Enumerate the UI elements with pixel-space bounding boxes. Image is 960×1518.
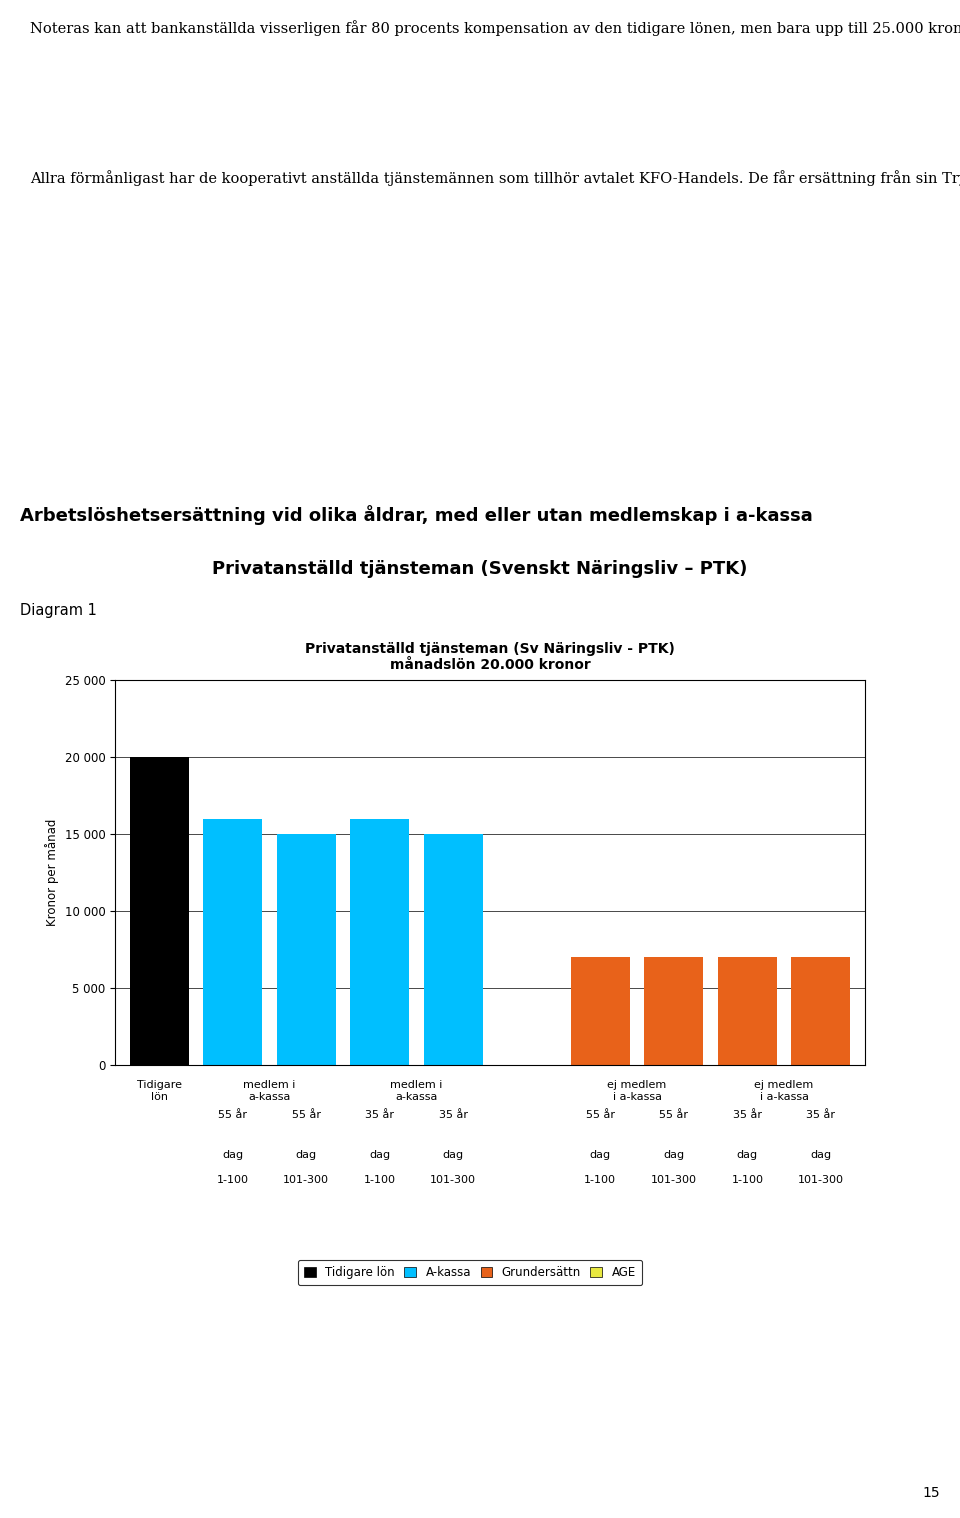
Bar <box>130 757 188 1066</box>
Bar <box>350 818 409 1066</box>
Text: dag: dag <box>663 1151 684 1160</box>
Text: 55 år: 55 år <box>292 1110 321 1120</box>
Text: 55 år: 55 år <box>586 1110 614 1120</box>
Text: Arbetslöshetsersättning vid olika åldrar, med eller utan medlemskap i a-kassa: Arbetslöshetsersättning vid olika åldrar… <box>20 505 813 525</box>
Bar <box>423 833 483 1066</box>
Text: Privatanställd tjänsteman (Svenskt Näringsliv – PTK): Privatanställd tjänsteman (Svenskt Närin… <box>212 560 748 578</box>
Text: 101-300: 101-300 <box>283 1175 329 1186</box>
Bar <box>276 833 336 1066</box>
Text: 55 år: 55 år <box>660 1110 688 1120</box>
Text: medlem i
a-kassa: medlem i a-kassa <box>391 1079 443 1102</box>
Text: Allra förmånligast har de kooperativt anställda tjänstemännen som tillhör avtale: Allra förmånligast har de kooperativt an… <box>30 170 960 187</box>
Text: dag: dag <box>296 1151 317 1160</box>
Text: medlem i
a-kassa: medlem i a-kassa <box>243 1079 296 1102</box>
Bar <box>204 818 262 1066</box>
Bar <box>644 958 704 1066</box>
Text: 55 år: 55 år <box>218 1110 247 1120</box>
Text: 101-300: 101-300 <box>798 1175 844 1186</box>
Text: Tidigare
lön: Tidigare lön <box>136 1079 181 1102</box>
Text: 1-100: 1-100 <box>732 1175 763 1186</box>
Title: Privatanställd tjänsteman (Sv Näringsliv - PTK)
månadslön 20.000 kronor: Privatanställd tjänsteman (Sv Näringsliv… <box>305 642 675 672</box>
Text: 35 år: 35 år <box>439 1110 468 1120</box>
Text: Diagram 1: Diagram 1 <box>20 603 97 618</box>
Text: 35 år: 35 år <box>806 1110 835 1120</box>
Bar <box>571 958 630 1066</box>
Text: 35 år: 35 år <box>365 1110 395 1120</box>
Text: 1-100: 1-100 <box>585 1175 616 1186</box>
Text: dag: dag <box>222 1151 243 1160</box>
Text: 15: 15 <box>923 1486 940 1500</box>
Text: dag: dag <box>736 1151 757 1160</box>
Text: dag: dag <box>589 1151 611 1160</box>
Text: 1-100: 1-100 <box>217 1175 249 1186</box>
Text: ej medlem
i a-kassa: ej medlem i a-kassa <box>755 1079 814 1102</box>
Text: 35 år: 35 år <box>732 1110 762 1120</box>
Text: dag: dag <box>370 1151 391 1160</box>
Bar <box>791 958 851 1066</box>
Text: 101-300: 101-300 <box>651 1175 697 1186</box>
Text: 101-300: 101-300 <box>430 1175 476 1186</box>
Text: dag: dag <box>443 1151 464 1160</box>
Bar <box>718 958 777 1066</box>
Legend: Tidigare lön, A-kassa, Grundersättn, AGE: Tidigare lön, A-kassa, Grundersättn, AGE <box>299 1260 642 1284</box>
Text: 1-100: 1-100 <box>364 1175 396 1186</box>
Text: dag: dag <box>810 1151 831 1160</box>
Y-axis label: Kronor per månad: Kronor per månad <box>45 818 59 926</box>
Text: Noteras kan att bankanställda visserligen får 80 procents kompensation av den ti: Noteras kan att bankanställda visserlige… <box>30 20 960 36</box>
Text: ej medlem
i a-kassa: ej medlem i a-kassa <box>608 1079 666 1102</box>
